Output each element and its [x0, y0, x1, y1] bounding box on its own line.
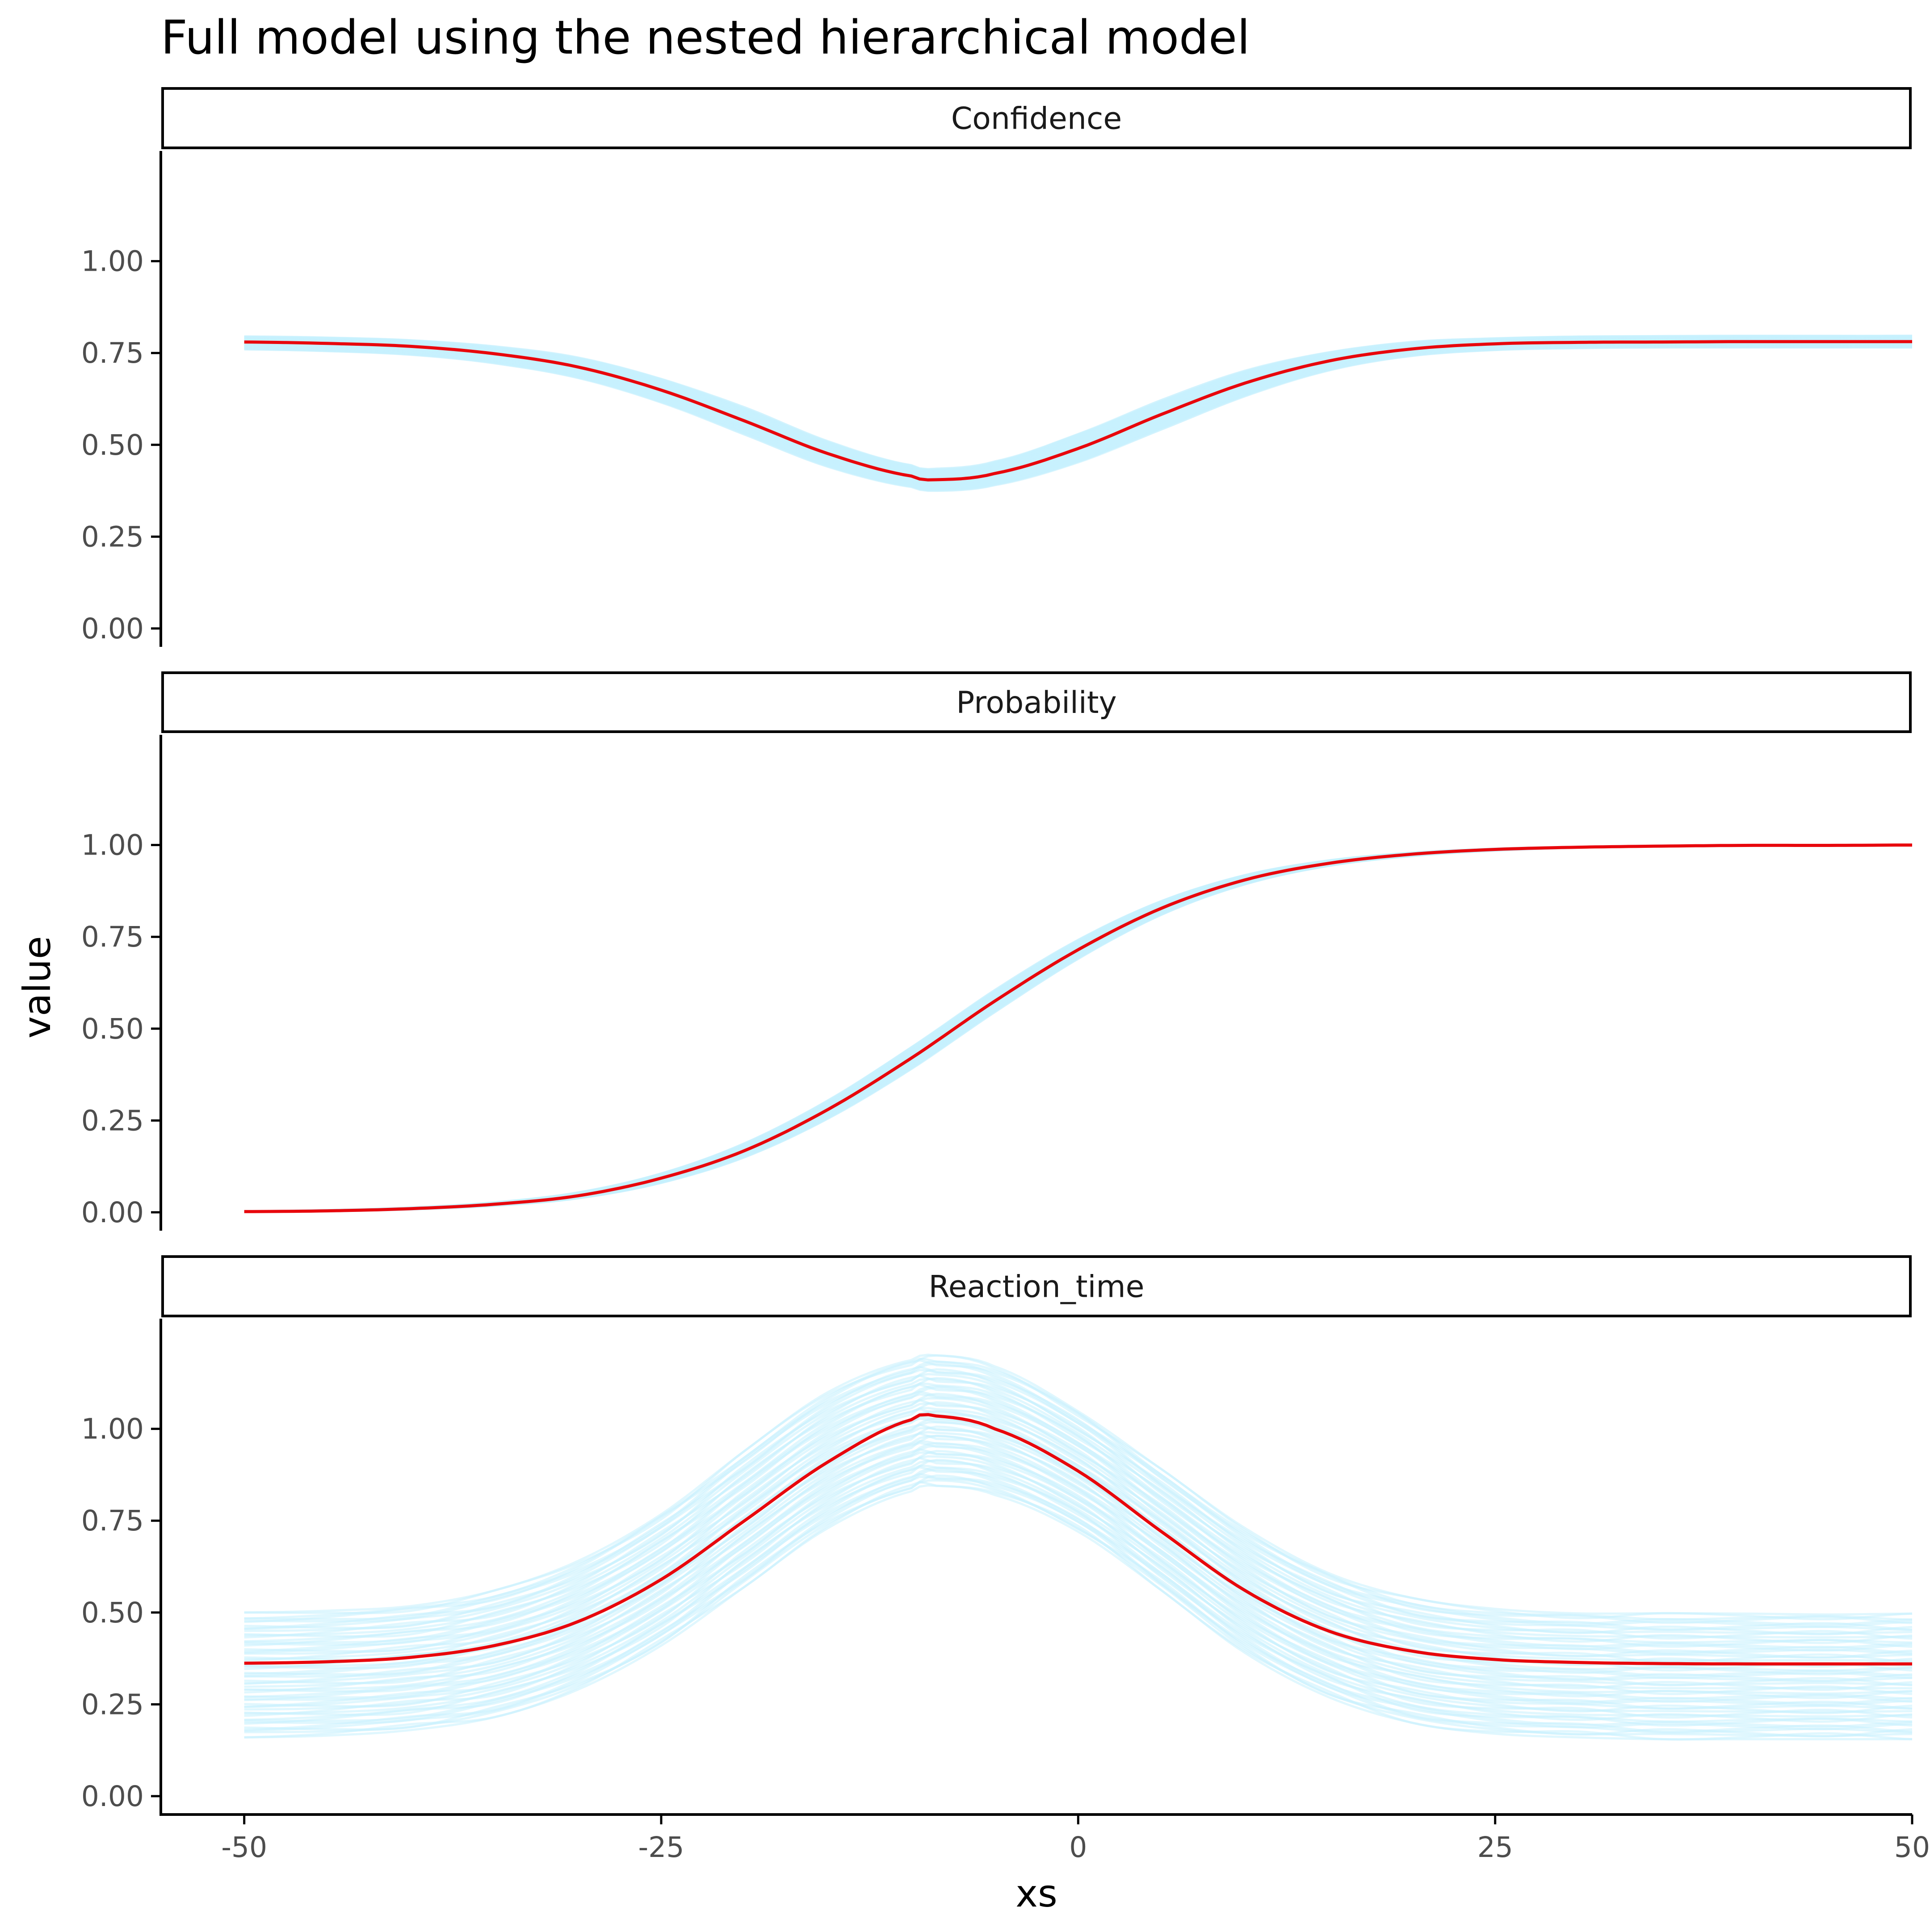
y-tick-label: 0.25: [81, 1688, 144, 1721]
posterior-draw-line: [244, 335, 1912, 470]
y-tick-label: 0.00: [81, 1196, 144, 1229]
estimate-line: [244, 843, 1912, 1213]
panels: Confidence0.000.250.500.751.00Probabilit…: [81, 87, 1930, 1864]
posterior-draw-line: [244, 1417, 1913, 1679]
x-tick-label: 25: [1477, 1831, 1513, 1864]
facet-strip: [161, 1255, 1912, 1317]
facet-strip-label: Reaction_time: [929, 1270, 1145, 1305]
x-tick-label: 50: [1894, 1831, 1930, 1864]
y-tick-label: 0.00: [81, 612, 144, 645]
posterior-draw-line: [244, 1387, 1913, 1652]
estimate-line: [244, 1413, 1912, 1666]
y-tick-label: 0.50: [81, 1597, 144, 1629]
posterior-draw-line: [244, 1374, 1913, 1640]
posterior-draw-line: [244, 1481, 1913, 1741]
x-tick-label: 0: [1069, 1831, 1087, 1864]
posterior-draw-line: [244, 1464, 1913, 1723]
facet-strip-label: Probability: [956, 685, 1116, 721]
chart-title: Full model using the nested hierarchical…: [161, 10, 1250, 65]
y-tick-label: 0.00: [81, 1780, 144, 1813]
y-tick-label: 0.25: [81, 1104, 144, 1137]
facet-panel: Confidence 0.00 0.25 0.50 0.75 1.00: [81, 87, 1913, 647]
posterior-draw-line: [244, 1358, 1913, 1621]
posterior-draw-line: [244, 1354, 1913, 1616]
posterior-draw-line: [244, 1366, 1913, 1631]
x-axis-title: xs: [1015, 1872, 1057, 1915]
facet-strip: [161, 87, 1912, 149]
posterior-draw-line: [244, 1399, 1913, 1664]
y-tick-label: 0.75: [81, 1505, 144, 1537]
y-tick-label: 0.25: [81, 520, 144, 553]
facet-panel: Reaction_time 0.00 0.25 0.50 0.75 1.00 -50 -25 0…: [81, 1255, 1930, 1864]
y-tick-label: 1.00: [81, 1413, 144, 1446]
estimate-line: [244, 340, 1912, 482]
facet-panel: Probability 0.00 0.25 0.50 0.75 1.00: [81, 671, 1912, 1231]
x-tick-label: -25: [638, 1831, 684, 1864]
facet-strip: [161, 671, 1912, 733]
posterior-draw-line: [244, 1431, 1912, 1689]
posterior-draw-line: [244, 1457, 1913, 1719]
y-tick-label: 0.50: [81, 429, 144, 461]
y-tick-label: 0.75: [81, 921, 144, 953]
y-tick-label: 1.00: [81, 245, 144, 278]
y-tick-label: 1.00: [81, 829, 144, 862]
posterior-draw-line: [244, 1382, 1913, 1644]
y-tick-label: 0.75: [81, 337, 144, 369]
facet-strip-label: Confidence: [951, 101, 1122, 137]
x-tick-label: -50: [221, 1831, 267, 1864]
posterior-draw-line: [244, 1432, 1913, 1695]
y-axis-title: value: [15, 936, 59, 1038]
y-tick-label: 0.50: [81, 1013, 144, 1045]
posterior-draw-line: [244, 1448, 1913, 1710]
